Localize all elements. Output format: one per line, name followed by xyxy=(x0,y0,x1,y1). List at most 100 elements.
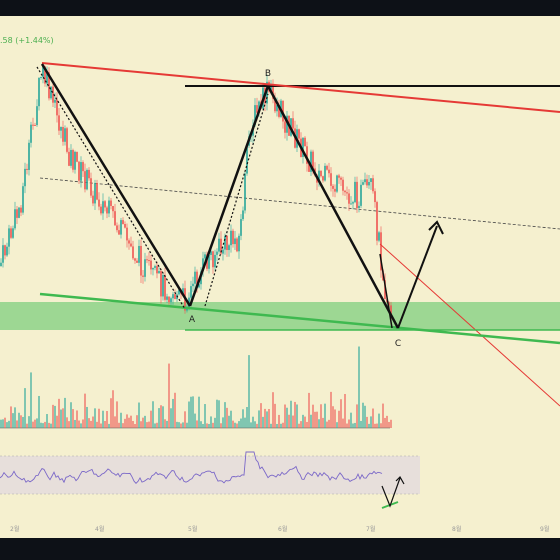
candle xyxy=(20,207,22,213)
candle xyxy=(156,266,158,274)
candle xyxy=(166,296,168,300)
volume-bar xyxy=(46,414,48,428)
candle xyxy=(220,238,222,254)
volume-bar xyxy=(258,410,260,428)
candle xyxy=(278,104,280,117)
volume-bar xyxy=(314,411,316,428)
volume-bar xyxy=(320,404,322,428)
volume-bar xyxy=(272,392,274,428)
candle xyxy=(276,104,278,112)
candle xyxy=(328,169,330,174)
candle xyxy=(224,235,226,250)
candle xyxy=(72,150,74,170)
candle xyxy=(74,151,76,170)
candle xyxy=(28,142,30,170)
volume-bar xyxy=(202,423,204,428)
candle xyxy=(2,245,4,263)
candle xyxy=(338,175,340,178)
volume-bar xyxy=(76,410,78,428)
volume-bar xyxy=(110,398,112,428)
volume-bar xyxy=(228,415,230,428)
red-trendline xyxy=(41,62,560,113)
candle xyxy=(56,99,58,116)
volume-bar xyxy=(0,419,2,428)
volume-bar xyxy=(50,423,52,428)
candle xyxy=(16,209,18,218)
candle xyxy=(356,181,358,209)
volume-bar xyxy=(344,393,346,428)
volume-bar xyxy=(56,415,58,428)
volume-bar xyxy=(248,355,250,428)
candle xyxy=(154,266,156,268)
volume-bar xyxy=(276,423,278,428)
candle xyxy=(120,220,122,235)
candle xyxy=(96,182,98,200)
volume-bar xyxy=(44,421,46,428)
volume-bar xyxy=(82,419,84,428)
candle xyxy=(374,191,376,203)
candle xyxy=(80,162,82,181)
volume-bar xyxy=(208,423,210,428)
price-change-label: .58 (+1.44%) xyxy=(0,36,54,45)
candle xyxy=(82,162,84,172)
volume-bar xyxy=(142,417,144,428)
volume-bar xyxy=(38,395,40,428)
volume-bar xyxy=(282,422,284,428)
volume-bar xyxy=(302,414,304,428)
volume-bar xyxy=(156,422,158,428)
price-chart[interactable]: A B C 2월 4월 5월 6월 7월 8월 9월 xyxy=(0,16,560,538)
candlestick-series xyxy=(0,64,392,324)
volume-bar xyxy=(74,419,76,428)
volume-bar xyxy=(238,421,240,428)
volume-bar xyxy=(268,409,270,428)
dashed-trendline xyxy=(39,177,560,230)
candle xyxy=(236,238,238,252)
volume-bar xyxy=(220,423,222,428)
candle xyxy=(216,251,218,255)
candle xyxy=(192,283,194,287)
volume-bar xyxy=(300,421,302,428)
green-trendline xyxy=(39,292,560,345)
volume-bar xyxy=(290,400,292,428)
volume-bar xyxy=(22,416,24,428)
volume-bar xyxy=(366,416,368,428)
volume-bar xyxy=(378,413,380,428)
volume-bar xyxy=(190,396,192,428)
candle xyxy=(150,260,152,270)
volume-bar xyxy=(174,392,176,428)
candle xyxy=(230,230,232,246)
candle xyxy=(162,274,164,297)
volume-bar xyxy=(60,409,62,428)
candle xyxy=(30,124,32,143)
candle xyxy=(244,173,246,211)
chart-panel[interactable]: .58 (+1.44%) xyxy=(0,16,560,538)
volume-bar xyxy=(310,414,312,428)
candle xyxy=(42,66,44,77)
candle xyxy=(324,165,326,181)
volume-bar xyxy=(362,402,364,428)
candle xyxy=(322,176,324,181)
volume-bar xyxy=(250,422,252,428)
volume-bar xyxy=(260,403,262,428)
candle xyxy=(368,181,370,186)
candle xyxy=(140,245,142,276)
candle xyxy=(360,184,362,206)
candle xyxy=(62,127,64,142)
volume-bar xyxy=(68,421,70,428)
volume-bar xyxy=(340,399,342,428)
volume-bar xyxy=(274,403,276,428)
candle xyxy=(86,169,88,190)
volume-bar xyxy=(348,419,350,428)
candle xyxy=(130,243,132,247)
volume-bar xyxy=(8,420,10,428)
candle xyxy=(190,286,192,298)
candle xyxy=(94,182,96,204)
volume-bar xyxy=(116,401,118,428)
volume-bar xyxy=(322,417,324,428)
volume-bar xyxy=(86,406,88,428)
candle xyxy=(186,308,188,311)
volume-bar xyxy=(146,422,148,428)
candle xyxy=(172,294,174,299)
volume-bar xyxy=(204,404,206,428)
